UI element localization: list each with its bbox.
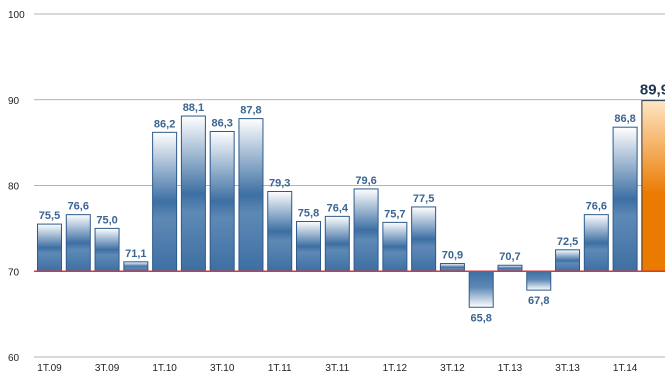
y-tick-label: 80	[8, 182, 20, 193]
y-tick-label: 90	[8, 96, 20, 107]
data-label-3T.12: 70,9	[442, 250, 463, 262]
bar-2T.10	[180, 115, 206, 272]
grid-lines	[34, 13, 665, 358]
data-label-3T.13: 72,5	[557, 236, 578, 248]
bar-3T.12	[439, 263, 465, 272]
data-label-3T.09: 75,0	[96, 214, 117, 226]
data-label-1T.10: 86,2	[154, 118, 175, 130]
data-labels: 75,5 76,6 75,0 71,1 86,2 88,1 86,3 87,8 79,3 75,8…	[39, 82, 665, 325]
bar-3T.09	[94, 227, 120, 272]
data-label-4T.12: 65,8	[470, 312, 491, 324]
data-label-1T.13: 70,7	[499, 251, 520, 263]
bar-1T.09	[37, 223, 62, 272]
bar-1T.12	[382, 221, 408, 272]
bar-4T.10	[238, 118, 264, 272]
bar-3T.11	[324, 215, 350, 272]
y-tick-label: 100	[8, 10, 25, 21]
data-label-2T.11: 75,8	[298, 208, 319, 220]
data-label-2T.09: 76,6	[68, 201, 89, 213]
bars	[37, 100, 665, 308]
bar-4T.12	[468, 270, 494, 308]
x-tick-label-1T.13: 1T.13	[498, 363, 523, 374]
data-label-1T.12: 75,7	[384, 208, 405, 220]
bar-3T.13	[555, 249, 581, 272]
bar-4T.11	[353, 188, 379, 272]
data-label-4T.10: 87,8	[240, 105, 261, 117]
data-label-1T.11: 79,3	[269, 178, 290, 190]
data-label-4T.13: 76,6	[586, 201, 607, 213]
y-tick-label: 60	[8, 353, 20, 364]
data-label-3T.11: 76,4	[327, 202, 349, 214]
x-tick-label-3T.09: 3T.09	[95, 363, 120, 374]
bar-1T.14	[612, 126, 638, 272]
x-tick-label-3T.10: 3T.10	[210, 363, 235, 374]
bar-2T.12	[411, 206, 437, 272]
data-label-3T.10: 86,3	[211, 117, 232, 129]
bar-1T.11	[267, 191, 293, 272]
data-label-1T.09: 75,5	[39, 210, 60, 222]
bar-1T.10	[152, 131, 178, 272]
x-tick-label-3T.11: 3T.11	[325, 363, 349, 374]
data-label-2T.13: 67,8	[528, 295, 549, 307]
x-tick-label-1T.11: 1T.11	[268, 363, 292, 374]
bar-2T.14	[641, 100, 665, 272]
bar-3T.10	[209, 130, 235, 272]
data-label-4T.11: 79,6	[355, 175, 376, 187]
x-tick-label-1T.12: 1T.12	[383, 363, 408, 374]
data-label-2T.12: 77,5	[413, 193, 434, 205]
bar-4T.13	[583, 214, 609, 272]
x-tick-label-1T.09: 1T.09	[37, 363, 62, 374]
bar-4T.09	[123, 261, 149, 272]
bar-2T.11	[296, 221, 322, 272]
x-tick-label-1T.14: 1T.14	[613, 363, 638, 374]
data-label-2T.14: 89,9	[640, 82, 665, 99]
x-tick-label-1T.10: 1T.10	[152, 363, 177, 374]
bar-1T.13	[497, 264, 523, 272]
y-tick-label: 70	[8, 267, 20, 278]
data-label-2T.10: 88,1	[183, 102, 204, 114]
x-tick-label-3T.12: 3T.12	[440, 363, 465, 374]
bar-2T.09	[65, 214, 91, 272]
data-label-4T.09: 71,1	[125, 248, 146, 260]
y-axis: 60 70 80 90 100	[8, 10, 25, 364]
data-label-1T.14: 86,8	[614, 113, 635, 125]
x-axis: 1T.09 3T.09 1T.10 3T.10 1T.11 3T.11 1T.12 3T.12…	[37, 363, 638, 374]
x-tick-label-3T.13: 3T.13	[555, 363, 580, 374]
bar-2T.13	[526, 270, 552, 291]
